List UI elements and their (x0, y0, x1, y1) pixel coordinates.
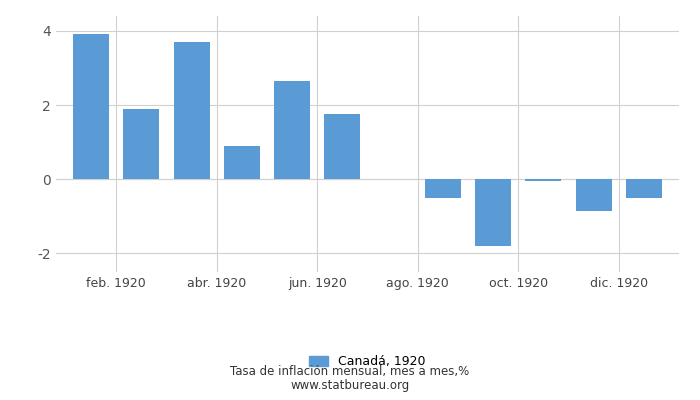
Bar (274, 81, 310, 179)
Legend: Canadá, 1920: Canadá, 1920 (304, 350, 430, 373)
Text: www.statbureau.org: www.statbureau.org (290, 380, 410, 392)
Bar (73, 34, 109, 179)
Bar (626, 179, 662, 198)
Bar (575, 179, 612, 211)
Bar (475, 179, 511, 246)
Bar (425, 179, 461, 198)
Bar (123, 109, 160, 179)
Bar (525, 179, 561, 181)
Bar (224, 146, 260, 179)
Bar (324, 114, 360, 179)
Text: Tasa de inflación mensual, mes a mes,%: Tasa de inflación mensual, mes a mes,% (230, 366, 470, 378)
Bar (174, 42, 210, 179)
